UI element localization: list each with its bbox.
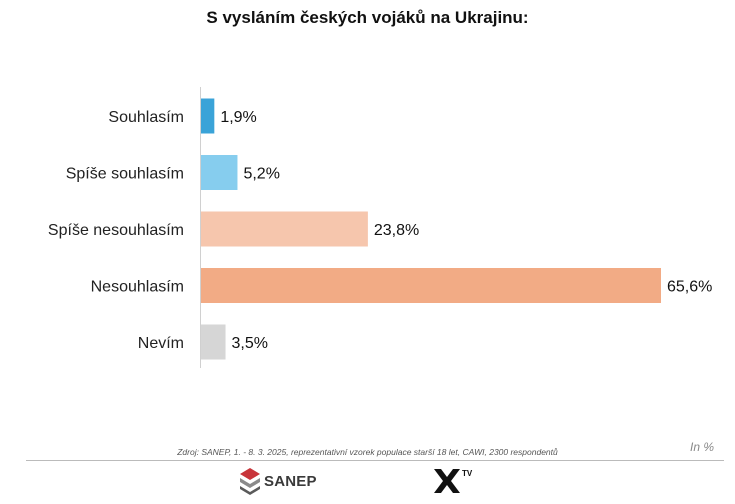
value-label: 65,6% [667,279,712,296]
sanep-logo-text: SANEP [264,472,317,490]
x-tv-logo-text: TV [462,469,473,478]
category-label: Nevím [138,335,184,352]
category-label: Nesouhlasím [91,279,184,296]
category-label: Spíše souhlasím [66,166,184,183]
source-note: Zdroj: SANEP, 1. - 8. 3. 2025, reprezent… [177,447,558,457]
bar-chart: Souhlasím 1,9% Spíše souhlasím 5,2% Spíše ne… [48,87,712,368]
value-label: 1,9% [220,109,256,126]
value-label: 3,5% [232,335,268,352]
x-tv-logo: TV [431,466,472,496]
bar-2 [201,211,368,247]
category-label: Spíše nesouhlasím [48,222,184,239]
bar-0 [201,98,215,134]
category-label: Souhlasím [108,109,184,126]
bar-1 [201,155,238,190]
chart-title: S vysláním českých vojáků na Ukrajinu: [206,8,529,27]
x-tv-logo-icon [434,469,460,493]
bar-4 [201,324,226,360]
sanep-logo: SANEP [238,466,317,496]
unit-note: In % [690,440,715,454]
value-label: 23,8% [374,222,419,239]
sanep-logo-icon [240,468,260,495]
value-label: 5,2% [243,166,279,183]
bar-3 [201,268,661,303]
footer-divider [26,460,724,461]
